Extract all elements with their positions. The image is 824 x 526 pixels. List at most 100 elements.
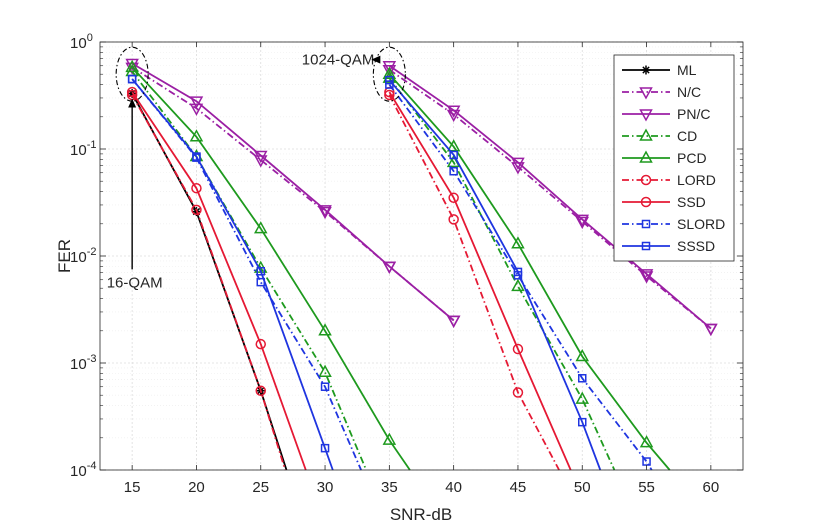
marker-circle — [512, 343, 524, 355]
y-tick-base: 10 — [70, 142, 87, 159]
x-tick-label: 55 — [638, 479, 655, 496]
marker-triangle-down — [253, 150, 268, 164]
legend-label: PN/C — [677, 106, 710, 122]
marker-triangle-down — [318, 205, 332, 218]
y-axis-label: FER — [55, 239, 74, 273]
marker-triangle-up — [639, 435, 654, 448]
marker-asterisk-stroke — [642, 66, 650, 74]
1024-qam-label: 1024-QAM — [302, 52, 375, 69]
marker-triangle-down — [704, 323, 718, 337]
marker-square — [127, 74, 137, 84]
series-line — [131, 78, 362, 471]
legend-label: SSSD — [677, 238, 715, 254]
marker-triangle-down — [639, 269, 654, 282]
marker-circle — [448, 192, 459, 204]
marker-circle — [191, 204, 202, 216]
marker-square — [641, 219, 651, 229]
marker-circle — [512, 387, 524, 398]
marker-triangle-down — [446, 315, 461, 328]
legend-entry-ssd: SSD — [622, 194, 706, 210]
marker-circle — [640, 174, 652, 186]
marker-circle — [126, 86, 138, 98]
marker-square — [513, 267, 523, 277]
marker-triangle-up — [575, 348, 590, 362]
marker-triangle-down — [125, 62, 139, 75]
marker-triangle-up — [253, 221, 268, 234]
legend-label: SLORD — [677, 216, 725, 232]
16-qam-ellipse — [115, 46, 149, 102]
y-tick-label: 10-3 — [70, 353, 96, 373]
marker-asterisk — [641, 65, 651, 75]
y-tick-exponent: -3 — [87, 353, 97, 365]
marker-triangle-up — [382, 66, 397, 79]
1024-qam-ellipse — [372, 46, 406, 102]
marker-triangle-down — [189, 96, 204, 109]
legend-entry-n-c: N/C — [622, 84, 701, 100]
marker-triangle-up — [318, 323, 332, 336]
marker-circle — [384, 89, 395, 101]
marker-square — [449, 150, 458, 160]
series-line — [131, 66, 411, 471]
legend-entry-cd: CD — [622, 128, 697, 144]
x-tick-label: 20 — [188, 479, 205, 496]
marker-triangle-down — [382, 60, 397, 74]
y-tick-label: 10-2 — [70, 246, 96, 266]
marker-square — [385, 75, 394, 85]
series-line — [388, 69, 712, 330]
series-pcd — [125, 59, 671, 471]
series-line — [388, 94, 560, 471]
series-layer — [125, 58, 718, 471]
marker-triangle-down — [639, 87, 653, 100]
y-tick-label: 10-4 — [70, 460, 96, 480]
series-lord — [126, 89, 560, 471]
y-tick-base: 10 — [70, 463, 87, 480]
legend-label: PCD — [677, 150, 707, 166]
marker-square — [578, 374, 587, 383]
marker-square — [641, 241, 651, 251]
marker-square — [320, 443, 330, 453]
x-tick-label: 45 — [510, 479, 527, 496]
series-line — [388, 79, 602, 471]
marker-triangle-up — [318, 364, 332, 377]
marker-circle — [191, 182, 202, 194]
x-tick-label: 25 — [252, 479, 269, 496]
legend-entry-ml: ML — [622, 62, 697, 78]
y-tick-base: 10 — [70, 249, 87, 266]
x-tick-label: 40 — [445, 479, 462, 496]
x-tick-label: 35 — [381, 479, 398, 496]
legend-label: ML — [677, 62, 697, 78]
legend-entry-sssd: SSSD — [622, 238, 715, 254]
marker-triangle-down — [511, 157, 525, 170]
marker-square — [256, 267, 265, 276]
series-line — [388, 91, 572, 471]
legend-label: N/C — [677, 84, 701, 100]
series-ssd — [126, 86, 572, 471]
legend-label: LORD — [677, 172, 716, 188]
marker-triangle-up — [382, 432, 397, 445]
legend-label: SSD — [677, 194, 706, 210]
legend-label: CD — [677, 128, 697, 144]
marker-triangle-down — [382, 261, 397, 274]
marker-triangle-down — [446, 105, 461, 118]
marker-triangle-down — [125, 58, 139, 72]
16-qam-label: 16-QAM — [107, 274, 163, 291]
x-tick-label: 60 — [703, 479, 720, 496]
marker-square — [192, 152, 201, 161]
x-tick-label: 15 — [124, 479, 141, 496]
marker-triangle-down — [639, 109, 653, 122]
marker-triangle-down — [189, 103, 204, 116]
legend-entry-lord: LORD — [622, 172, 716, 188]
marker-triangle-up — [125, 59, 139, 73]
marker-circle — [640, 196, 652, 208]
y-tick-label: 100 — [70, 32, 93, 52]
y-tick-exponent: -1 — [87, 139, 97, 151]
series-line — [131, 91, 307, 471]
series-line — [131, 78, 334, 471]
marker-triangle-up — [639, 128, 653, 141]
y-tick-exponent: -2 — [87, 246, 97, 258]
series-line — [388, 64, 712, 330]
legend-entry-pn-c: PN/C — [622, 106, 710, 122]
marker-triangle-up — [511, 278, 525, 292]
